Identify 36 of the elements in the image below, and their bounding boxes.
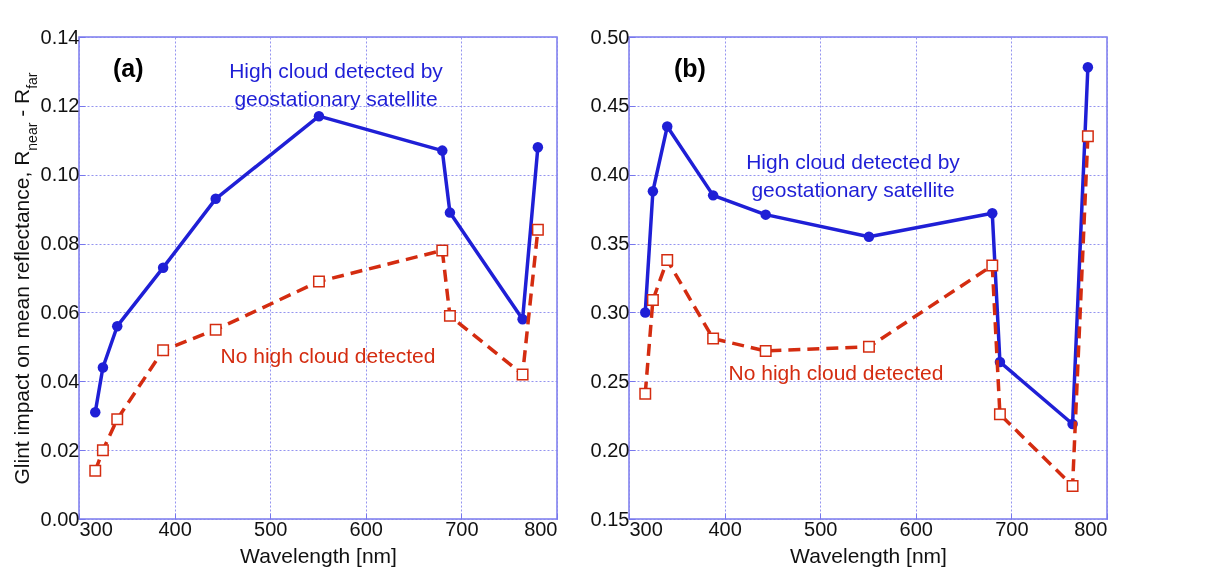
series-label: No high cloud detected xyxy=(728,361,944,384)
x-tick-label: 300 xyxy=(79,517,113,540)
x-tick-label: 700 xyxy=(995,517,1029,540)
y-tick-label: 0.12 xyxy=(40,94,80,117)
y-tick-label: 0.10 xyxy=(40,163,80,186)
y-tick-label: 0.02 xyxy=(40,438,80,461)
x-tick-label: 500 xyxy=(254,517,288,540)
y-tick-label: 0.50 xyxy=(590,25,630,48)
x-tick-label: 800 xyxy=(524,517,558,540)
y-tick-label: 0.00 xyxy=(40,507,80,530)
x-tick-label: 600 xyxy=(899,517,933,540)
y-tick-label: 0.14 xyxy=(40,25,80,48)
y-tick-label: 0.25 xyxy=(590,369,630,392)
series-label: No high cloud detected xyxy=(220,344,436,367)
x-tick-label: 400 xyxy=(708,517,742,540)
x-axis-title: Wavelength [nm] xyxy=(240,543,397,567)
y-tick-label: 0.06 xyxy=(40,300,80,323)
y-tick-label: 0.04 xyxy=(40,369,80,392)
y-tick-label: 0.20 xyxy=(590,438,630,461)
y-tick-label: 0.08 xyxy=(40,232,80,255)
annotation: (b) xyxy=(674,54,706,82)
annotation: (a) xyxy=(113,54,144,82)
x-axis-title: Wavelength [nm] xyxy=(790,543,947,567)
x-tick-label: 800 xyxy=(1074,517,1108,540)
x-tick-label: 500 xyxy=(804,517,838,540)
series-label: High cloud detected by geostationary satellite xyxy=(229,59,444,110)
x-tick-label: 600 xyxy=(349,517,383,540)
y-tick-label: 0.15 xyxy=(590,507,630,530)
y-tick-label: 0.45 xyxy=(590,94,630,117)
x-tick-label: 300 xyxy=(629,517,663,540)
y-tick-label: 0.30 xyxy=(590,300,630,323)
y-tick-label: 0.35 xyxy=(590,232,630,255)
y-tick-label: 0.40 xyxy=(590,163,630,186)
x-tick-label: 700 xyxy=(445,517,479,540)
series-label: High cloud detected by geostationary satellite xyxy=(746,150,961,201)
x-tick-label: 400 xyxy=(158,517,192,540)
